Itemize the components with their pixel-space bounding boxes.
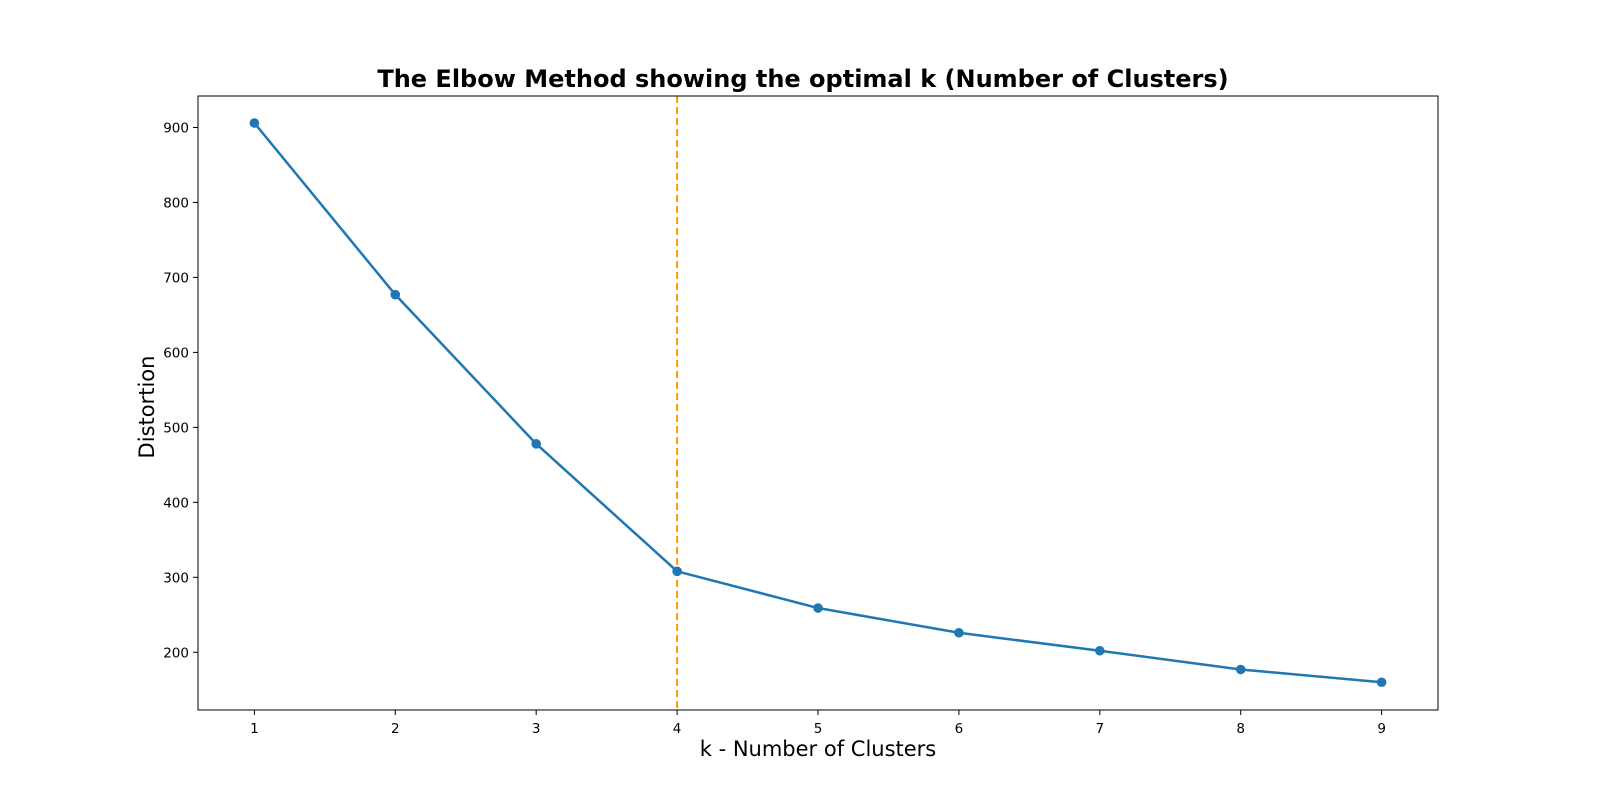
y-tick-label: 200 (163, 645, 189, 661)
data-point (390, 289, 401, 300)
y-tick-label: 400 (163, 495, 189, 511)
x-tick-label: 9 (1377, 721, 1386, 737)
x-tick-label: 6 (955, 721, 964, 737)
x-tick-label: 5 (814, 721, 823, 737)
y-axis-ticks: 200 300 400 500 600 700 800 900 (163, 120, 198, 661)
y-tick-label: 800 (163, 195, 189, 211)
data-point (249, 118, 260, 128)
y-tick-label: 500 (163, 420, 189, 436)
data-point (672, 566, 682, 577)
x-tick-label: 2 (391, 721, 400, 737)
y-tick-label: 700 (163, 270, 189, 286)
x-tick-label: 1 (250, 721, 259, 737)
x-tick-label: 4 (673, 721, 682, 737)
y-tick-label: 600 (163, 345, 189, 361)
y-tick-label: 900 (163, 120, 189, 136)
x-tick-label: 7 (1096, 721, 1105, 737)
chart-title: The Elbow Method showing the optimal k (… (377, 65, 1228, 93)
x-axis-label: k - Number of Clusters (700, 737, 937, 761)
data-point (954, 627, 964, 638)
data-point (1376, 677, 1387, 688)
data-point (1095, 645, 1105, 656)
x-tick-label: 8 (1236, 721, 1245, 737)
x-tick-label: 3 (532, 721, 541, 737)
plot-frame (197, 95, 1439, 711)
data-point (813, 603, 823, 613)
data-point (531, 439, 541, 449)
data-point (1235, 664, 1246, 675)
y-tick-label: 300 (163, 570, 189, 586)
x-axis-ticks: 1 2 3 4 5 6 7 8 9 (250, 710, 1386, 737)
y-axis-label: Distortion (135, 356, 159, 459)
series-layer (249, 96, 1387, 710)
